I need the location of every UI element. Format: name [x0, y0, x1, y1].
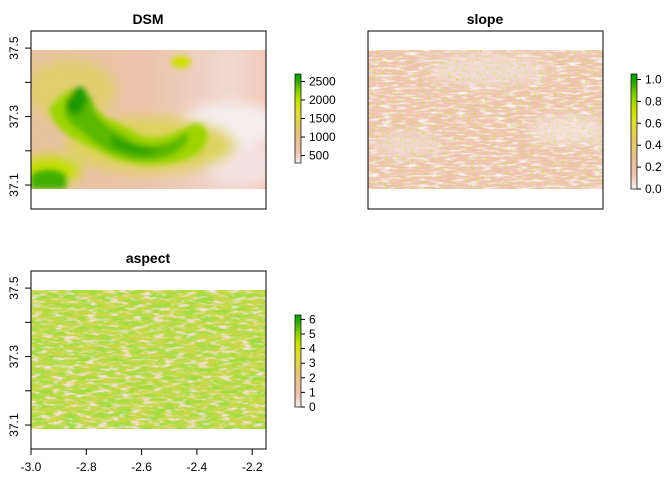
- dsm-raster: [31, 50, 266, 189]
- slope-plot-box: [367, 30, 604, 210]
- dsm-y-axis: 37.1 37.3 37.5: [7, 36, 31, 197]
- slope-raster: [368, 50, 603, 189]
- legend-tick-label: 4: [309, 342, 316, 356]
- dsm-legend-bar: [294, 73, 302, 164]
- legend-tick-label: 2: [309, 371, 316, 385]
- aspect-x-axis: -3.0 -2.8 -2.6 -2.4 -2.2: [21, 449, 263, 474]
- x-tick-label: -2.2: [242, 460, 263, 474]
- legend-tick-label: 1500: [309, 112, 336, 126]
- slope-legend: 0.0 0.2 0.4 0.6 0.8 1.0: [630, 72, 662, 196]
- legend-tick-label: 2500: [309, 74, 336, 88]
- y-tick-label: 37.1: [7, 173, 21, 197]
- slope-legend-bar: [630, 73, 638, 190]
- aspect-y-axis: 37.1 37.3 37.5: [7, 276, 31, 437]
- legend-tick-label: 0.8: [645, 94, 662, 108]
- aspect-title: aspect: [126, 250, 171, 266]
- dsm-title: DSM: [132, 11, 163, 27]
- dsm-legend: 500 1000 1500 2000 2500: [294, 73, 336, 164]
- y-tick-label: 37.5: [7, 276, 21, 300]
- legend-tick-label: 2000: [309, 93, 336, 107]
- legend-tick-label: 3: [309, 356, 316, 370]
- y-tick-label: 37.5: [7, 36, 21, 60]
- legend-tick-label: 0.6: [645, 116, 662, 130]
- legend-tick-label: 1.0: [645, 72, 662, 86]
- legend-tick-label: 0.2: [645, 160, 662, 174]
- legend-tick-label: 0: [309, 400, 316, 414]
- legend-tick-label: 0.4: [645, 138, 662, 152]
- aspect-raster: [31, 290, 266, 429]
- x-tick-label: -3.0: [21, 460, 42, 474]
- y-tick-label: 37.1: [7, 413, 21, 437]
- x-tick-label: -2.6: [131, 460, 152, 474]
- legend-tick-label: 1000: [309, 130, 336, 144]
- aspect-panel: aspect 37.1 37.3 37.5 -3.0 -2.8 -2.6 -2.4 -2.2…: [7, 250, 316, 474]
- dsm-plot-box: [30, 30, 267, 210]
- aspect-legend-bar: [294, 314, 302, 408]
- aspect-plot-box: [30, 270, 267, 450]
- legend-tick-label: 1: [309, 385, 316, 399]
- legend-tick-label: 5: [309, 327, 316, 341]
- y-tick-label: 37.3: [7, 105, 21, 129]
- slope-panel: slope 0.0 0.2 0.4 0.6 0.8 1.0: [367, 11, 662, 210]
- slope-title: slope: [467, 11, 504, 27]
- x-tick-label: -2.4: [187, 460, 208, 474]
- legend-tick-label: 0.0: [645, 182, 662, 196]
- x-tick-label: -2.8: [76, 460, 97, 474]
- y-tick-label: 37.3: [7, 345, 21, 369]
- legend-tick-label: 500: [309, 149, 329, 163]
- legend-tick-label: 6: [309, 312, 316, 326]
